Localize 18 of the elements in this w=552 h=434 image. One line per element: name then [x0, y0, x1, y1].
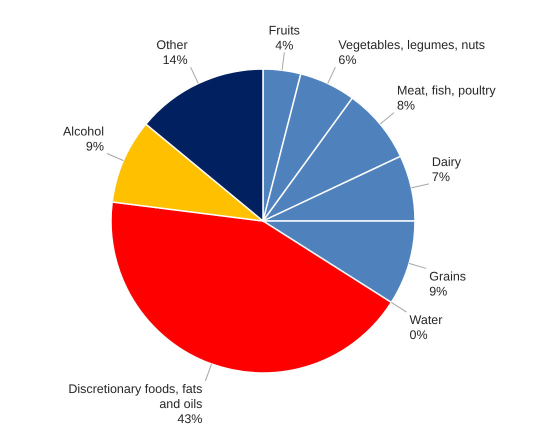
slice-label: Vegetables, legumes, nuts	[338, 38, 486, 52]
slice-label: Dairy	[432, 154, 462, 169]
legend-label: Water	[410, 313, 442, 328]
data-label: 7%	[432, 170, 450, 184]
data-label: 43%	[177, 412, 202, 426]
slice-label: Other	[156, 38, 188, 52]
slice-label: Fruits	[268, 23, 300, 38]
data-label: 4%	[275, 38, 294, 52]
data-label: 8%	[396, 98, 416, 113]
text: 0%	[410, 328, 428, 342]
data-label: 6%	[338, 53, 356, 68]
slice-label: Grains	[429, 269, 466, 284]
slice-label: Discretionary foods, fats and oils	[68, 382, 202, 411]
slice-label: Alcohol	[62, 124, 104, 138]
slice-label: Meat, fish, poultry	[396, 84, 496, 98]
data-label: 9%	[429, 284, 448, 298]
data-label: 14%	[162, 53, 188, 68]
data-label: 9%	[86, 139, 104, 154]
